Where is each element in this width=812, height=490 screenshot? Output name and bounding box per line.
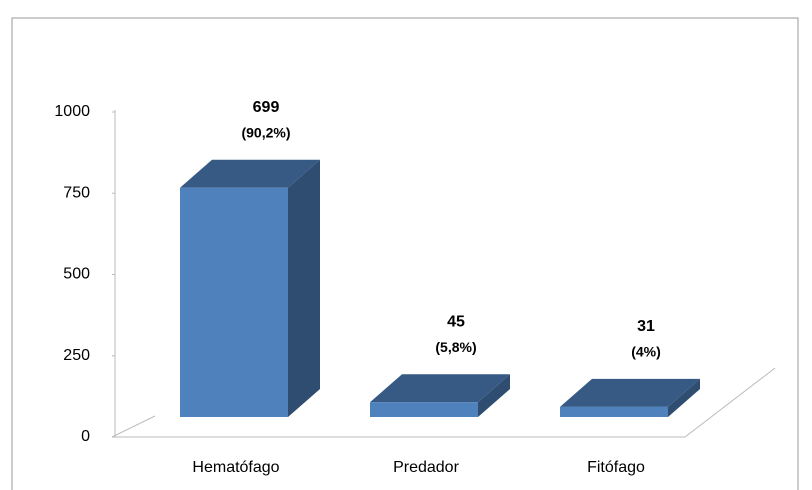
x-tick-label: Predador: [393, 459, 459, 476]
share-label: (90,2%): [241, 124, 290, 140]
y-tick-label: 0: [81, 428, 90, 445]
bar: [560, 406, 668, 417]
chart-frame: [11, 17, 799, 490]
y-tick-label: 250: [63, 347, 90, 364]
floor-edge: [111, 415, 156, 438]
y-tick-label: 500: [63, 266, 90, 283]
data-label: 45: [447, 313, 465, 330]
bar: [370, 402, 478, 417]
share-label: (4%): [631, 344, 661, 360]
bar-top: [560, 378, 700, 407]
bar-side: [668, 378, 700, 417]
x-tick-label: Fitófago: [587, 459, 645, 476]
share-label: (5,8%): [435, 339, 476, 355]
y-tick-label: 750: [63, 184, 90, 201]
data-label: 699: [253, 99, 280, 116]
floor: [112, 367, 776, 438]
x-tick-label: Hematófago: [192, 459, 279, 476]
data-label: 31: [637, 318, 655, 335]
bar-top: [180, 159, 320, 188]
bar-side: [288, 159, 320, 417]
bar: [180, 187, 288, 417]
y-tick-label: 1000: [54, 103, 90, 120]
bar-side: [478, 374, 510, 417]
bar-top: [370, 374, 510, 403]
